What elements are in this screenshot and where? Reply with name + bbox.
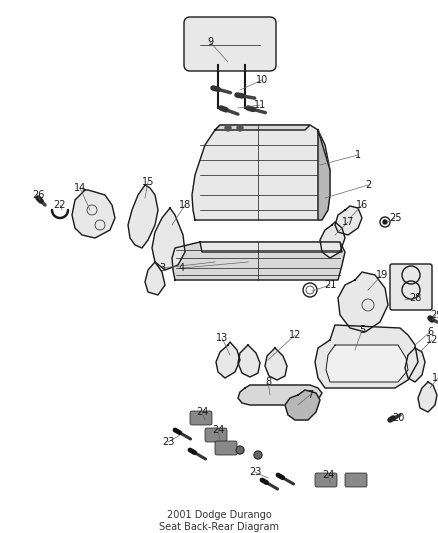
FancyBboxPatch shape <box>215 441 237 455</box>
Polygon shape <box>216 342 240 378</box>
Text: 10: 10 <box>256 75 268 85</box>
Text: 28: 28 <box>409 293 421 303</box>
Text: 23: 23 <box>249 467 261 477</box>
Text: 24: 24 <box>322 470 334 480</box>
Text: 12: 12 <box>426 335 438 345</box>
Text: 5: 5 <box>359 325 365 335</box>
Text: 15: 15 <box>142 177 154 187</box>
Text: 22: 22 <box>54 200 66 210</box>
Circle shape <box>237 125 243 131</box>
Text: 13: 13 <box>432 373 438 383</box>
Polygon shape <box>335 206 362 235</box>
Polygon shape <box>215 125 310 130</box>
Text: 12: 12 <box>289 330 301 340</box>
Text: 21: 21 <box>324 280 336 290</box>
Text: 26: 26 <box>32 190 44 200</box>
Polygon shape <box>338 272 388 332</box>
Polygon shape <box>238 345 260 377</box>
FancyBboxPatch shape <box>205 428 227 442</box>
Text: 1: 1 <box>355 150 361 160</box>
Polygon shape <box>152 208 185 270</box>
Polygon shape <box>418 382 437 412</box>
Polygon shape <box>200 242 342 252</box>
Text: 6: 6 <box>427 327 433 337</box>
Circle shape <box>236 446 244 454</box>
Polygon shape <box>145 262 165 295</box>
Text: 13: 13 <box>216 333 228 343</box>
Text: 14: 14 <box>74 183 86 193</box>
Polygon shape <box>405 348 425 382</box>
Text: 17: 17 <box>342 217 354 227</box>
FancyBboxPatch shape <box>190 411 212 425</box>
Polygon shape <box>285 390 320 420</box>
Text: 16: 16 <box>356 200 368 210</box>
Text: 24: 24 <box>212 425 224 435</box>
Text: 23: 23 <box>162 437 174 447</box>
Circle shape <box>225 125 231 131</box>
FancyBboxPatch shape <box>390 264 432 310</box>
FancyBboxPatch shape <box>184 17 276 71</box>
Text: Seat Back-Rear Diagram: Seat Back-Rear Diagram <box>159 522 279 532</box>
Text: 29: 29 <box>430 310 438 320</box>
Text: 8: 8 <box>265 377 271 387</box>
Polygon shape <box>326 345 408 382</box>
FancyBboxPatch shape <box>315 473 337 487</box>
Text: 25: 25 <box>389 213 401 223</box>
Polygon shape <box>72 190 115 238</box>
FancyBboxPatch shape <box>345 473 367 487</box>
Polygon shape <box>128 185 158 248</box>
Text: 2: 2 <box>365 180 371 190</box>
Polygon shape <box>320 222 345 258</box>
Text: 7: 7 <box>307 390 313 400</box>
Polygon shape <box>238 385 322 405</box>
Polygon shape <box>172 242 345 280</box>
Text: 18: 18 <box>179 200 191 210</box>
Circle shape <box>254 451 262 459</box>
Polygon shape <box>318 130 330 220</box>
Text: 4: 4 <box>179 263 185 273</box>
Text: 9: 9 <box>207 37 213 47</box>
Circle shape <box>383 220 387 224</box>
Text: 3: 3 <box>159 263 165 273</box>
Text: 19: 19 <box>376 270 388 280</box>
Text: 11: 11 <box>254 100 266 110</box>
Polygon shape <box>192 125 330 220</box>
Text: 2001 Dodge Durango: 2001 Dodge Durango <box>166 510 272 520</box>
Text: 24: 24 <box>196 407 208 417</box>
Polygon shape <box>265 348 287 380</box>
Text: 20: 20 <box>392 413 404 423</box>
Polygon shape <box>315 325 418 388</box>
